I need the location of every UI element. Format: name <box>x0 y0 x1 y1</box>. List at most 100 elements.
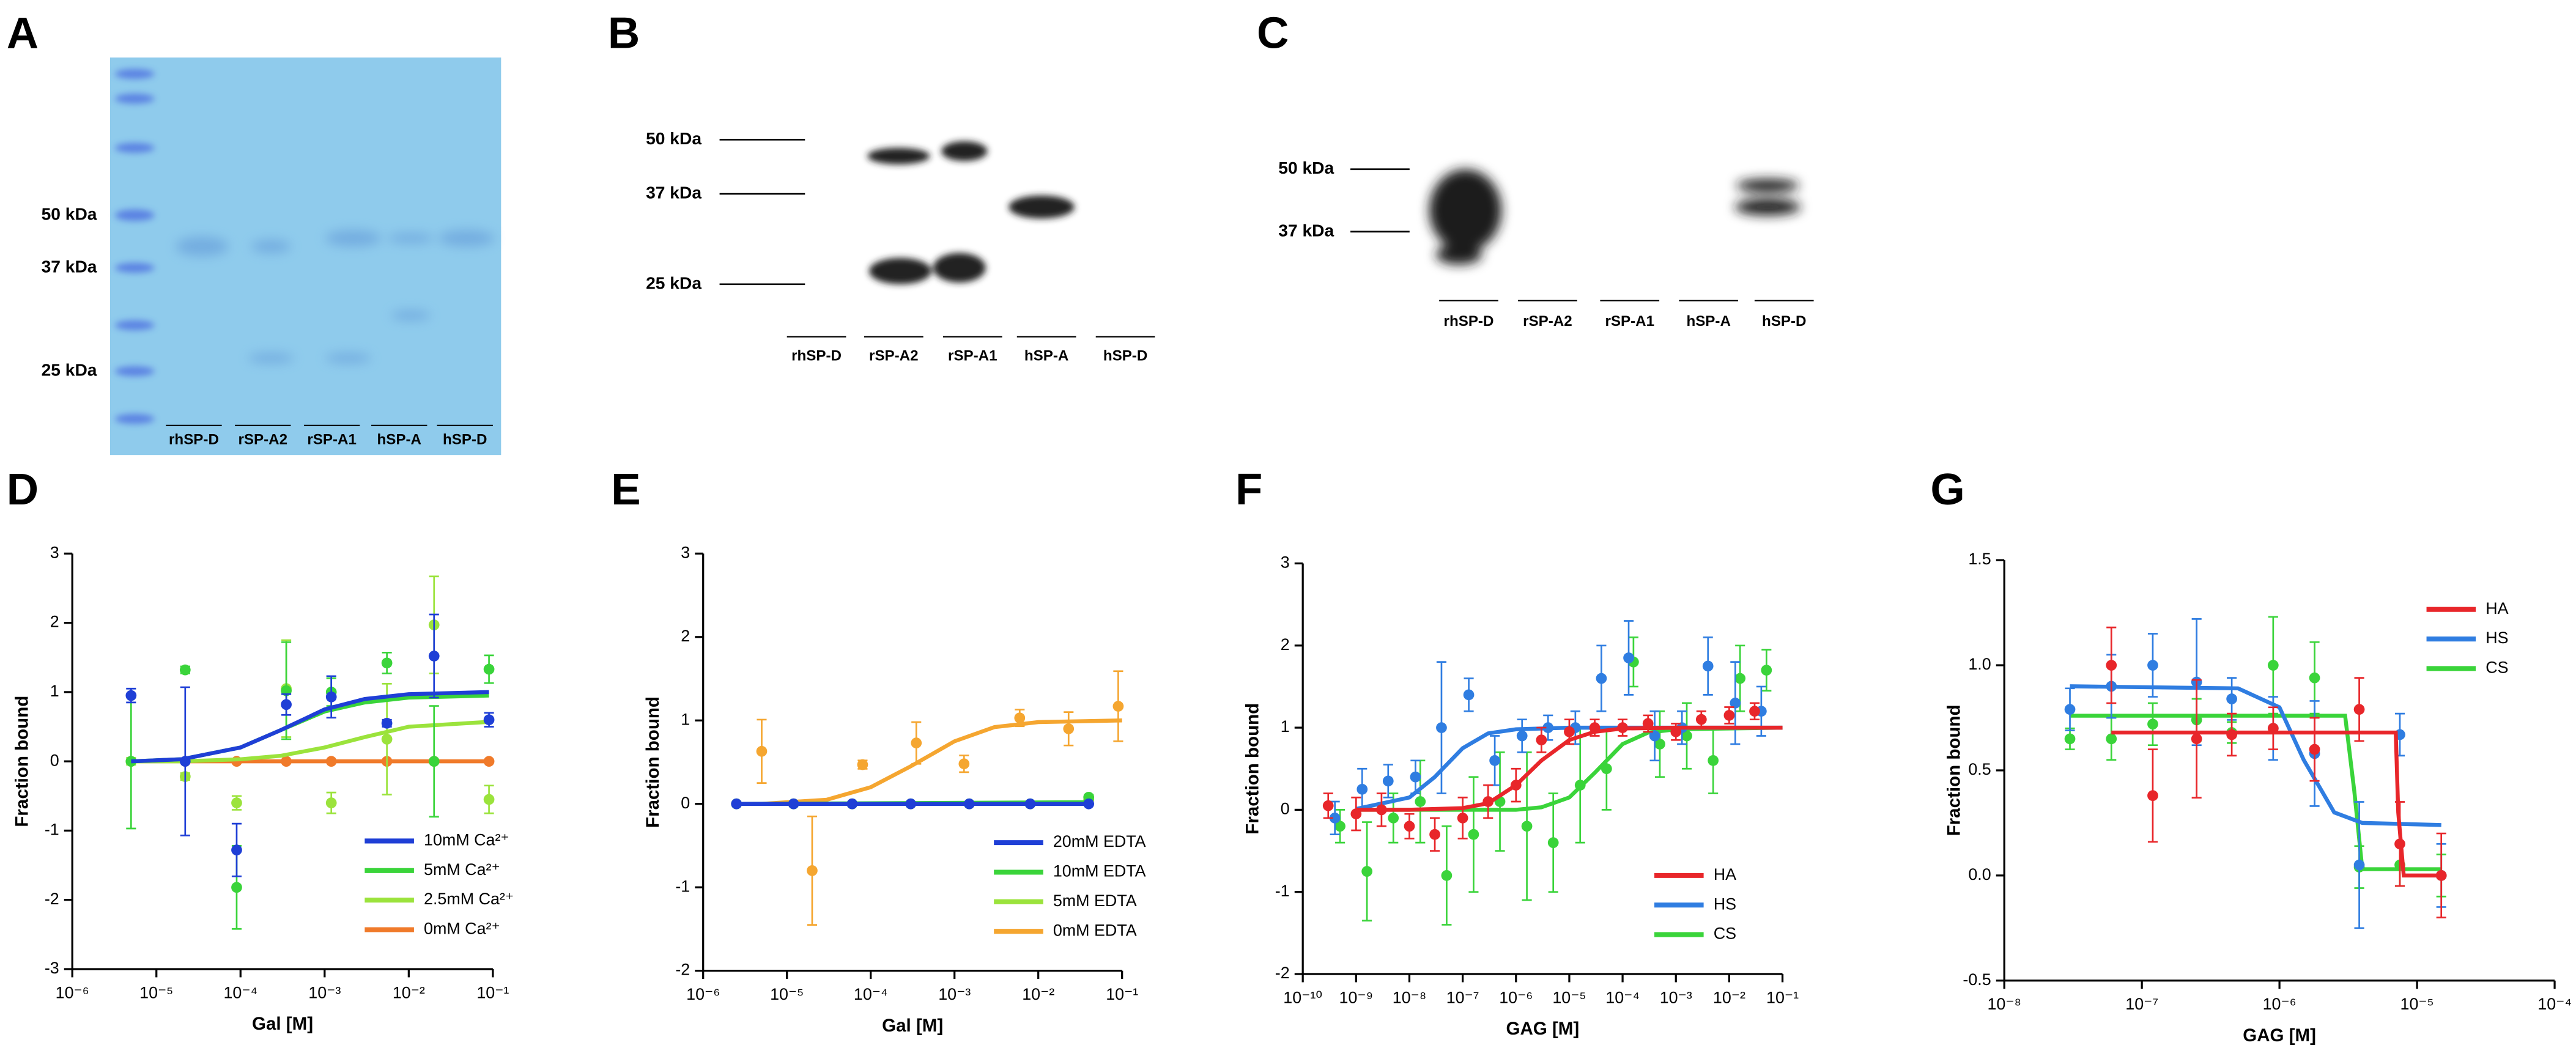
legend-label: CS <box>2485 658 2508 676</box>
series <box>731 798 1095 810</box>
data-point <box>1329 812 1341 824</box>
y-tick-label: 3 <box>1281 553 1290 572</box>
data-point <box>1410 771 1421 783</box>
data-point <box>2064 733 2076 745</box>
data-point <box>1617 722 1628 733</box>
data-point <box>1642 718 1654 729</box>
data-point <box>325 797 337 808</box>
data-point <box>2147 718 2158 730</box>
data-point <box>1695 714 1707 725</box>
data-point <box>958 758 970 770</box>
data-point <box>1014 712 1026 724</box>
data-point <box>281 699 292 710</box>
series <box>1322 702 1783 852</box>
data-point <box>1376 804 1387 816</box>
data-point <box>2147 660 2158 671</box>
marker-label: 25 kDa <box>42 360 97 380</box>
marker-label: 37 kDa <box>1278 220 1334 240</box>
data-point <box>2394 838 2405 850</box>
x-tick-label: 10⁻⁴ <box>223 983 257 1002</box>
data-point <box>1510 780 1522 791</box>
legend-label: HS <box>2485 629 2508 647</box>
marker-label: 37 kDa <box>42 256 97 276</box>
y-axis-label: Fraction bound <box>1242 703 1262 835</box>
data-point <box>381 717 393 729</box>
y-tick-label: 0 <box>50 751 59 769</box>
data-point <box>1382 775 1394 787</box>
data-point <box>1761 665 1772 676</box>
y-tick-label: 3 <box>50 543 59 561</box>
x-tick-label: 10⁻² <box>393 983 425 1002</box>
y-tick-label: 1 <box>681 710 690 728</box>
data-point <box>1702 660 1714 672</box>
x-tick-label: 10⁻⁵ <box>770 985 804 1003</box>
marker-label: 25 kDa <box>646 273 701 292</box>
data-point <box>2226 693 2237 704</box>
fit-line <box>2070 684 2441 827</box>
legend-label: 5mM Ca²⁺ <box>424 860 500 879</box>
x-tick-label: 10⁻⁴ <box>1605 988 1640 1006</box>
legend-label: 5mM EDTA <box>1053 891 1137 910</box>
x-tick-label: 10⁻⁶ <box>56 983 89 1002</box>
gel-a-image <box>109 57 502 456</box>
y-tick-label: 0 <box>681 794 690 812</box>
lane-label: rhSP-D <box>1444 313 1494 330</box>
lane-label: rSP-A2 <box>239 431 288 448</box>
x-tick-label: 10⁻⁴ <box>854 985 888 1003</box>
data-point <box>1749 706 1760 717</box>
x-tick-label: 10⁻⁶ <box>1499 988 1533 1006</box>
data-point <box>125 756 137 767</box>
lane-label: rSP-A2 <box>869 347 919 364</box>
data-point <box>1547 837 1559 848</box>
data-point <box>1334 821 1345 832</box>
data-point <box>1521 821 1533 832</box>
data-point <box>1723 710 1735 721</box>
x-axis-label: GAG [M] <box>1506 1019 1579 1039</box>
data-point <box>1361 866 1372 877</box>
marker-label: 37 kDa <box>646 183 701 202</box>
data-point <box>2353 859 2365 871</box>
panel-letter: D <box>7 465 39 514</box>
y-tick-label: -1 <box>1275 882 1290 900</box>
y-tick-label: -2 <box>1275 964 1290 982</box>
x-tick-label: 10⁻³ <box>938 985 971 1003</box>
data-point <box>1489 755 1500 766</box>
y-tick-label: 3 <box>681 543 690 561</box>
data-point <box>788 798 799 810</box>
y-tick-label: -2 <box>675 961 690 979</box>
x-axis-label: GAG [M] <box>2243 1025 2316 1046</box>
data-point <box>1429 828 1440 840</box>
y-tick-label: -2 <box>45 890 59 908</box>
y-axis-label: Fraction bound <box>1944 704 1964 836</box>
y-tick-label: 1 <box>1281 717 1290 736</box>
x-tick-label: 10⁻⁵ <box>139 983 173 1002</box>
y-tick-label: -0.5 <box>1963 970 1991 989</box>
x-tick-label: 10⁻¹ <box>1106 985 1138 1003</box>
panel-letter: F <box>1235 465 1262 514</box>
data-point <box>1463 689 1475 701</box>
data-point <box>1404 821 1415 832</box>
series <box>2064 618 2447 929</box>
data-point <box>2106 733 2117 745</box>
data-point <box>1436 722 1447 733</box>
series <box>125 641 495 930</box>
lane-label: hSP-A <box>1686 313 1730 330</box>
fit-line <box>131 690 489 764</box>
x-tick-label: 10⁻⁹ <box>1339 988 1374 1006</box>
data-point <box>1654 739 1665 750</box>
data-point <box>2106 660 2117 671</box>
y-tick-label: 0 <box>1281 799 1290 817</box>
series <box>2064 616 2447 898</box>
fit-line <box>131 720 489 764</box>
data-point <box>2309 672 2320 684</box>
data-point <box>2191 733 2202 745</box>
data-point <box>1457 812 1468 824</box>
y-tick-label: 2 <box>681 627 690 645</box>
legend-label: HA <box>1714 865 1736 884</box>
data-point <box>1564 726 1575 737</box>
lane-label: rhSP-D <box>791 347 842 364</box>
x-axis-label: Gal [M] <box>252 1014 313 1034</box>
